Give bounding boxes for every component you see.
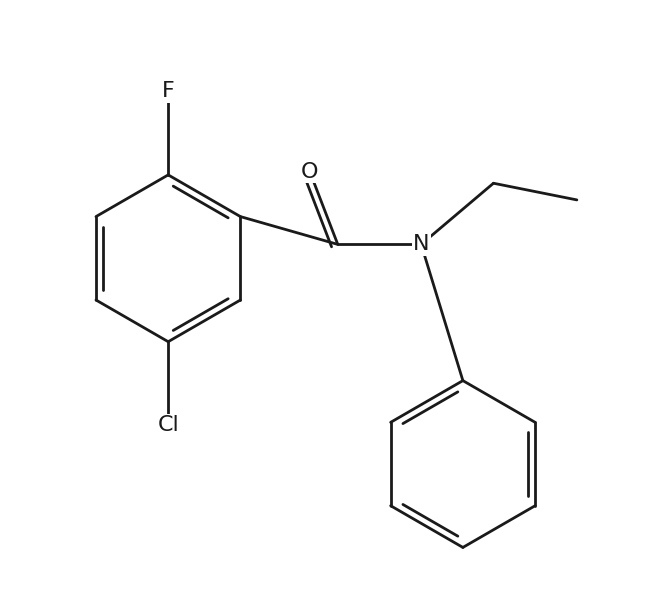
Text: O: O xyxy=(302,162,319,182)
Text: N: N xyxy=(413,235,429,254)
Text: F: F xyxy=(162,82,175,101)
Text: Cl: Cl xyxy=(157,415,179,435)
